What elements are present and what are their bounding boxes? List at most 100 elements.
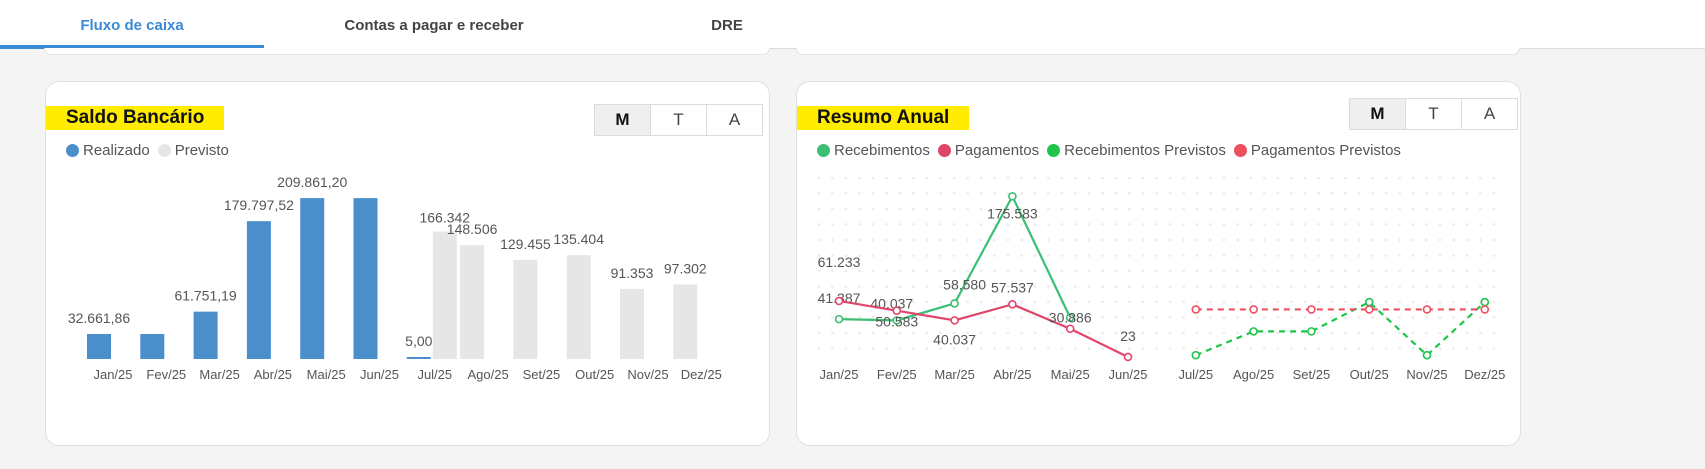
grid-dot (1276, 207, 1280, 211)
grid-dot (1222, 347, 1226, 350)
x-tick-label: Dez/25 (1464, 367, 1505, 382)
grid-dot (1209, 176, 1212, 180)
period-button-a[interactable]: A (1483, 104, 1496, 123)
legend-item-realizado[interactable]: Realizado (66, 142, 150, 159)
x-tick-label: Ago/25 (467, 367, 508, 382)
line-data-label: 23 (1120, 328, 1136, 344)
period-button-m[interactable]: M (595, 105, 651, 135)
grid-dot (844, 347, 848, 350)
grid-dot (979, 269, 983, 273)
tab-contas-a-pagar-e-receber[interactable]: Contas a pagar e receber (264, 0, 604, 48)
grid-dot (1114, 300, 1118, 304)
grid-dot (871, 285, 875, 288)
grid-dot (1371, 331, 1374, 335)
x-tick-label: Jan/25 (93, 367, 132, 382)
grid-dot (1020, 223, 1023, 226)
grid-dot (831, 176, 834, 180)
grid-dot (1114, 254, 1118, 257)
grid-dot (1141, 331, 1145, 335)
grid-dot (1384, 238, 1388, 242)
x-tick-label: Ago/25 (1233, 367, 1274, 382)
grid-dot (1357, 238, 1361, 242)
grid-dot (858, 238, 861, 242)
legend-item-pagamentos[interactable]: Pagamentos (937, 142, 1039, 159)
tab-fluxo-de-caixa[interactable]: Fluxo de caixa (0, 0, 264, 49)
grid-dot (1209, 238, 1212, 242)
legend-item-recebimentos[interactable]: Recebimentos (817, 142, 930, 159)
grid-dot (1060, 176, 1064, 180)
grid-dot (1033, 207, 1037, 211)
grid-dot (1384, 192, 1388, 195)
grid-dot (1303, 316, 1307, 319)
grid-dot (1020, 269, 1023, 273)
legend-item-previsto[interactable]: Previsto (157, 142, 229, 159)
data-point (950, 316, 959, 325)
grid-dot (1303, 347, 1307, 350)
grid-dot (912, 300, 915, 304)
grid-dot (1465, 207, 1469, 211)
legend-item-recebimentos-previstos[interactable]: Recebimentos Previstos (1047, 142, 1226, 159)
grid-dot (1290, 254, 1293, 257)
data-point (1307, 327, 1316, 336)
grid-dot (1276, 223, 1280, 226)
grid-dot (912, 285, 915, 288)
grid-dot (1465, 300, 1469, 304)
grid-dot (858, 223, 861, 226)
grid-dot (1438, 269, 1442, 273)
tab-dre[interactable]: DRE (604, 0, 850, 48)
period-button-a[interactable]: A (728, 110, 741, 129)
grid-dot (939, 223, 942, 226)
grid-dot (1114, 223, 1118, 226)
grid-dot (1317, 254, 1320, 257)
grid-dot (1479, 223, 1482, 226)
bar-data-label: 135.404 (553, 231, 604, 247)
grid-dot (1479, 238, 1482, 242)
period-button-t[interactable]: T (651, 105, 707, 135)
grid-dot (1074, 316, 1077, 319)
grid-dot (925, 207, 929, 211)
grid-dot (1344, 347, 1347, 350)
grid-dot (858, 207, 861, 211)
grid-dot (831, 254, 834, 257)
bar-realizado (406, 357, 431, 359)
grid-dot (1033, 223, 1037, 226)
grid-dot (885, 192, 888, 195)
grid-dot (1263, 192, 1266, 195)
grid-dot (1263, 254, 1266, 257)
grid-dot (1087, 316, 1091, 319)
grid-dot (1141, 347, 1145, 350)
grid-dot (1371, 316, 1374, 319)
grid-dot (1411, 223, 1415, 226)
grid-dot (1155, 192, 1158, 195)
grid-dot (898, 269, 902, 273)
grid-dot (979, 331, 983, 335)
grid-dot (1101, 331, 1104, 335)
bar-data-label: 179.797,52 (224, 197, 294, 213)
grid-dot (1290, 207, 1293, 211)
grid-dot (1344, 176, 1347, 180)
grid-dot (1047, 223, 1050, 226)
grid-dot (1452, 223, 1455, 226)
grid-dot (1425, 285, 1428, 288)
grid-dot (1330, 192, 1334, 195)
grid-dot (979, 207, 983, 211)
grid-dot (912, 331, 915, 335)
grid-dot (1114, 285, 1118, 288)
x-tick-label: Fev/25 (146, 367, 186, 382)
grid-dot (1128, 176, 1131, 180)
period-button-m[interactable]: M (1350, 99, 1406, 129)
grid-dot (1020, 254, 1023, 257)
grid-dot (1168, 207, 1172, 211)
grid-dot (1384, 223, 1388, 226)
line-data-label: 50.583 (875, 314, 918, 330)
grid-dot (1317, 316, 1320, 319)
data-point (834, 314, 844, 324)
period-button-t[interactable]: T (1406, 99, 1462, 129)
grid-dot (1006, 254, 1010, 257)
grid-dot (1249, 300, 1253, 304)
grid-dot (1411, 347, 1415, 350)
period-selector: M T A (1349, 98, 1518, 130)
grid-dot (1384, 300, 1388, 304)
legend-item-pagamentos-previstos[interactable]: Pagamentos Previstos (1233, 142, 1401, 159)
grid-dot (993, 238, 996, 242)
